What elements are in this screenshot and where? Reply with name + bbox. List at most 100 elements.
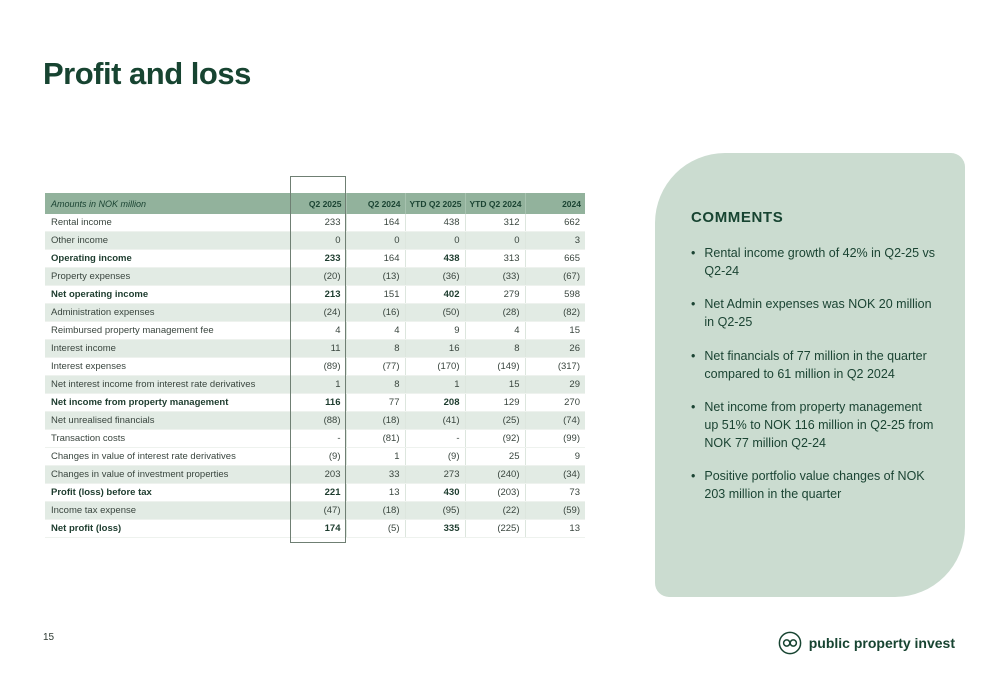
value-cell: 73 bbox=[524, 483, 585, 502]
value-cell: (89) bbox=[289, 357, 346, 376]
row-label: Interest income bbox=[45, 339, 290, 358]
value-cell: (33) bbox=[464, 267, 525, 286]
value-cell: (25) bbox=[464, 411, 525, 430]
value-cell: 270 bbox=[524, 393, 585, 412]
value-cell: (67) bbox=[524, 267, 585, 286]
value-cell: (18) bbox=[345, 411, 405, 430]
value-cell: 26 bbox=[524, 339, 585, 358]
value-cell: (225) bbox=[464, 519, 525, 538]
comments-panel: COMMENTS • Rental income growth of 42% in… bbox=[655, 153, 965, 597]
value-cell: (13) bbox=[345, 267, 405, 286]
bullet-icon: • bbox=[691, 399, 696, 414]
value-cell: 13 bbox=[524, 519, 585, 538]
value-cell: 1 bbox=[404, 375, 465, 394]
value-cell: (99) bbox=[524, 429, 585, 448]
value-cell: 13 bbox=[345, 483, 405, 502]
row-label: Changes in value of interest rate deriva… bbox=[45, 447, 290, 466]
row-label: Net unrealised financials bbox=[45, 411, 290, 430]
table-row: Net profit (loss) 174 (5) 335 (225) 13 bbox=[45, 519, 585, 538]
value-cell: (240) bbox=[464, 465, 525, 484]
column-header-ytd-q2-2024: YTD Q2 2024 bbox=[464, 193, 525, 214]
value-cell: 1 bbox=[289, 375, 346, 394]
value-cell: (92) bbox=[464, 429, 525, 448]
value-cell: 438 bbox=[404, 249, 465, 268]
value-cell: 29 bbox=[524, 375, 585, 394]
table-row: Net unrealised financials (88) (18) (41) (25… bbox=[45, 411, 585, 430]
value-cell: (41) bbox=[404, 411, 465, 430]
bullet-icon: • bbox=[691, 297, 696, 312]
value-cell: 662 bbox=[524, 214, 585, 232]
value-cell: - bbox=[289, 429, 346, 448]
row-label: Net income from property management bbox=[45, 393, 290, 412]
row-label: Operating income bbox=[45, 249, 290, 268]
table-row: Profit (loss) before tax 221 13 430 (203) 73 bbox=[45, 483, 585, 502]
value-cell: 273 bbox=[404, 465, 465, 484]
value-cell: - bbox=[404, 429, 465, 448]
value-cell: 233 bbox=[289, 214, 346, 232]
bullet-icon: • bbox=[691, 348, 696, 363]
row-label: Administration expenses bbox=[45, 303, 290, 322]
table-row: Changes in value of interest rate deriva… bbox=[45, 447, 585, 466]
value-cell: (203) bbox=[464, 483, 525, 502]
value-cell: 15 bbox=[524, 321, 585, 340]
value-cell: 4 bbox=[464, 321, 525, 340]
comment-text: Positive portfolio value changes of NOK … bbox=[704, 469, 925, 502]
value-cell: (95) bbox=[404, 501, 465, 520]
comment-item: • Net Admin expenses was NOK 20 million i… bbox=[691, 295, 937, 331]
table-row: Reimbursed property management fee 4 4 9 4 15 bbox=[45, 321, 585, 340]
value-cell: 77 bbox=[345, 393, 405, 412]
value-cell: 335 bbox=[404, 519, 465, 538]
value-cell: 9 bbox=[404, 321, 465, 340]
value-cell: 0 bbox=[464, 231, 525, 250]
comments-title: COMMENTS bbox=[691, 209, 784, 226]
value-cell: (9) bbox=[404, 447, 465, 466]
table-row: Interest income 11 8 16 8 26 bbox=[45, 339, 585, 358]
value-cell: 16 bbox=[404, 339, 465, 358]
value-cell: 203 bbox=[289, 465, 346, 484]
value-cell: 25 bbox=[464, 447, 525, 466]
comments-list: • Rental income growth of 42% in Q2-25 vs… bbox=[691, 244, 937, 503]
row-label: Changes in value of investment propertie… bbox=[45, 465, 290, 484]
table-row: Changes in value of investment propertie… bbox=[45, 465, 585, 484]
value-cell: (170) bbox=[404, 357, 465, 376]
row-label: Net profit (loss) bbox=[45, 519, 290, 538]
value-cell: 9 bbox=[524, 447, 585, 466]
value-cell: 312 bbox=[464, 214, 525, 232]
table-row: Transaction costs - (81) - (92) (99) bbox=[45, 429, 585, 448]
row-label: Net operating income bbox=[45, 285, 290, 304]
value-cell: (22) bbox=[464, 501, 525, 520]
bullet-icon: • bbox=[691, 246, 696, 260]
table-row: Operating income 233 164 438 313 665 bbox=[45, 249, 585, 268]
value-cell: (47) bbox=[289, 501, 346, 520]
value-cell: 164 bbox=[345, 249, 405, 268]
value-cell: (5) bbox=[345, 519, 405, 538]
comment-item: • Net income from property management up … bbox=[691, 398, 937, 452]
comment-item: • Net financials of 77 million in the qua… bbox=[691, 347, 937, 383]
comment-text: Net financials of 77 million in the quar… bbox=[704, 348, 927, 381]
page-title: Profit and loss bbox=[43, 56, 251, 91]
value-cell: 598 bbox=[524, 285, 585, 304]
table-row: Administration expenses (24) (16) (50) (28)(… bbox=[45, 303, 585, 322]
column-header-q2-2024: Q2 2024 bbox=[345, 193, 405, 214]
value-cell: 213 bbox=[289, 285, 346, 304]
table-row: Net operating income 213 151 402 279 598 bbox=[45, 285, 585, 304]
row-label: Reimbursed property management fee bbox=[45, 321, 290, 340]
value-cell: (34) bbox=[524, 465, 585, 484]
row-label: Income tax expense bbox=[45, 501, 290, 520]
value-cell: (59) bbox=[524, 501, 585, 520]
column-header-q2-2025: Q2 2025 bbox=[289, 193, 346, 214]
row-label: Interest expenses bbox=[45, 357, 290, 376]
value-cell: (28) bbox=[464, 303, 525, 322]
value-cell: 665 bbox=[524, 249, 585, 268]
value-cell: 221 bbox=[289, 483, 346, 502]
value-cell: (81) bbox=[345, 429, 405, 448]
column-header-ytd-q2-2025: YTD Q2 2025 bbox=[404, 193, 465, 214]
value-cell: 8 bbox=[345, 339, 405, 358]
value-cell: 0 bbox=[345, 231, 405, 250]
value-cell: 151 bbox=[345, 285, 405, 304]
row-label: Property expenses bbox=[45, 267, 290, 286]
value-cell: 0 bbox=[289, 231, 346, 250]
value-cell: 208 bbox=[404, 393, 465, 412]
row-label: Net interest income from interest rate d… bbox=[45, 375, 290, 394]
